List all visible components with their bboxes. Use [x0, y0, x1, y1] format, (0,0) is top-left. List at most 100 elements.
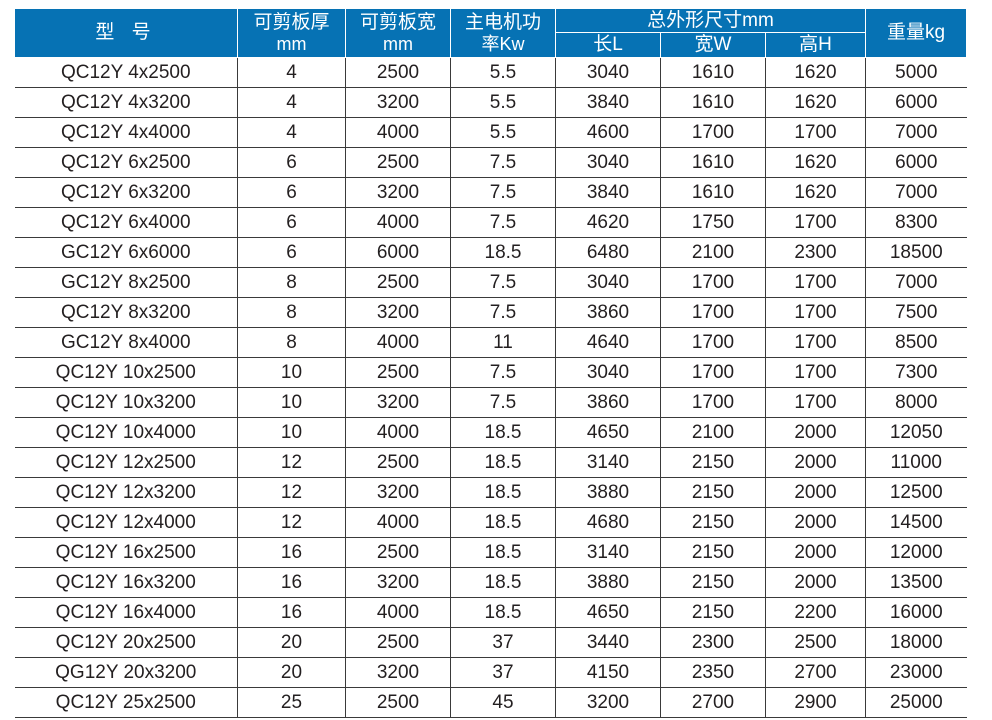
column-header-motor-power-line1: 主电机功: [464, 11, 541, 33]
cell-height: 2000: [764, 447, 866, 478]
cell-height: 1700: [764, 267, 866, 298]
cell-thickness: 16: [237, 537, 346, 568]
cell-width: 2100: [660, 417, 766, 448]
table-row: GC12Y 8x4000 8 4000 11 4640 1700 1700 8500: [14, 327, 967, 358]
cell-model: QC12Y 6x2500: [14, 147, 238, 178]
cell-width: 1610: [660, 177, 766, 208]
cell-length: 3860: [555, 387, 661, 418]
cell-width: 1700: [660, 267, 766, 298]
column-header-model: 型 号: [14, 8, 238, 58]
column-header-length: 长L: [555, 32, 661, 58]
cell-width: 1700: [660, 327, 766, 358]
cell-width: 2150: [660, 567, 766, 598]
cell-thickness: 8: [237, 327, 346, 358]
cell-weight: 7000: [865, 267, 967, 298]
cell-motor-power: 7.5: [450, 177, 556, 208]
cell-length: 3040: [555, 147, 661, 178]
cell-weight: 7300: [865, 357, 967, 388]
cell-length: 3440: [555, 627, 661, 658]
cell-sheet-width: 4000: [345, 417, 451, 448]
table-row: QC12Y 6x2500 6 2500 7.5 3040 1610 1620 6000: [14, 147, 967, 178]
table-row: QC12Y 12x2500 12 2500 18.5 3140 2150 2000 11000: [14, 447, 967, 478]
cell-weight: 12050: [865, 417, 967, 448]
cell-thickness: 16: [237, 597, 346, 628]
cell-weight: 18500: [865, 237, 967, 268]
cell-length: 3840: [555, 177, 661, 208]
cell-sheet-width: 2500: [345, 357, 451, 388]
cell-height: 1700: [764, 117, 866, 148]
table-row: QC12Y 10x2500 10 2500 7.5 3040 1700 1700 7300: [14, 357, 967, 388]
header-row-primary: 型 号 可剪板厚 mm 可剪板宽 mm 主电机功 率Kw 总外形尺寸mm 重量k…: [14, 8, 968, 58]
cell-thickness: 12: [237, 507, 346, 538]
cell-height: 2000: [764, 537, 866, 568]
cell-model: QC12Y 6x4000: [14, 207, 238, 238]
table-row: QC12Y 25x2500 25 2500 45 3200 2700 2900 25000: [14, 687, 967, 718]
cell-thickness: 10: [237, 357, 346, 388]
cell-width: 1610: [660, 87, 766, 118]
cell-width: 2150: [660, 477, 766, 508]
cell-motor-power: 5.5: [450, 117, 556, 148]
cell-motor-power: 7.5: [450, 147, 556, 178]
cell-weight: 5000: [865, 57, 967, 88]
cell-length: 3880: [555, 477, 661, 508]
cell-thickness: 8: [237, 297, 346, 328]
cell-width: 1610: [660, 57, 766, 88]
cell-model: QC12Y 16x3200: [14, 567, 238, 598]
cell-weight: 12500: [865, 477, 967, 508]
table-header: 型 号 可剪板厚 mm 可剪板宽 mm 主电机功 率Kw 总外形尺寸mm 重量k…: [14, 8, 968, 58]
cell-length: 3840: [555, 87, 661, 118]
cell-motor-power: 11: [450, 327, 556, 358]
cell-sheet-width: 3200: [345, 567, 451, 598]
cell-motor-power: 18.5: [450, 537, 556, 568]
cell-motor-power: 18.5: [450, 507, 556, 538]
cell-length: 3140: [555, 537, 661, 568]
cell-thickness: 12: [237, 477, 346, 508]
cell-weight: 6000: [865, 87, 967, 118]
cell-weight: 8500: [865, 327, 967, 358]
cell-weight: 7500: [865, 297, 967, 328]
column-header-motor-power: 主电机功 率Kw: [450, 8, 556, 58]
cell-weight: 12000: [865, 537, 967, 568]
cell-length: 4640: [555, 327, 661, 358]
cell-model: QC12Y 16x2500: [14, 537, 238, 568]
cell-width: 1610: [660, 147, 766, 178]
cell-height: 2000: [764, 417, 866, 448]
cell-length: 3040: [555, 267, 661, 298]
table-row: QC12Y 4x2500 4 2500 5.5 3040 1610 1620 5000: [14, 57, 967, 88]
cell-height: 1700: [764, 297, 866, 328]
cell-model: QC12Y 10x3200: [14, 387, 238, 418]
cell-sheet-width: 4000: [345, 117, 451, 148]
cell-width: 2150: [660, 597, 766, 628]
cell-model: QC12Y 25x2500: [14, 687, 238, 718]
column-header-sheet-width-line1: 可剪板宽: [359, 11, 436, 33]
specification-table-container: 型 号 可剪板厚 mm 可剪板宽 mm 主电机功 率Kw 总外形尺寸mm 重量k…: [14, 8, 968, 718]
column-header-overall-dimensions: 总外形尺寸mm: [554, 8, 867, 33]
cell-length: 4600: [555, 117, 661, 148]
table-row: QC12Y 6x4000 6 4000 7.5 4620 1750 1700 8300: [14, 207, 967, 238]
cell-motor-power: 5.5: [450, 87, 556, 118]
cell-thickness: 4: [237, 117, 346, 148]
cell-sheet-width: 4000: [345, 597, 451, 628]
cell-model: QC12Y 12x3200: [14, 477, 238, 508]
cell-sheet-width: 2500: [345, 447, 451, 478]
cell-height: 2300: [764, 237, 866, 268]
cell-motor-power: 18.5: [450, 567, 556, 598]
cell-width: 2150: [660, 447, 766, 478]
cell-weight: 7000: [865, 117, 967, 148]
column-header-height: 高H: [764, 32, 867, 58]
cell-motor-power: 7.5: [450, 357, 556, 388]
cell-sheet-width: 4000: [345, 507, 451, 538]
cell-length: 3040: [555, 357, 661, 388]
cell-width: 1700: [660, 297, 766, 328]
cell-sheet-width: 2500: [345, 147, 451, 178]
cell-model: GC12Y 8x2500: [14, 267, 238, 298]
table-row: QG12Y 20x3200 20 3200 37 4150 2350 2700 23000: [14, 657, 967, 688]
cell-sheet-width: 3200: [345, 387, 451, 418]
cell-thickness: 6: [237, 177, 346, 208]
table-row: QC12Y 4x4000 4 4000 5.5 4600 1700 1700 7000: [14, 117, 967, 148]
cell-height: 2700: [764, 657, 866, 688]
cell-sheet-width: 4000: [345, 207, 451, 238]
table-body: QC12Y 4x2500 4 2500 5.5 3040 1610 1620 5000 QC12…: [14, 57, 967, 718]
cell-motor-power: 45: [450, 687, 556, 718]
cell-height: 2500: [764, 627, 866, 658]
